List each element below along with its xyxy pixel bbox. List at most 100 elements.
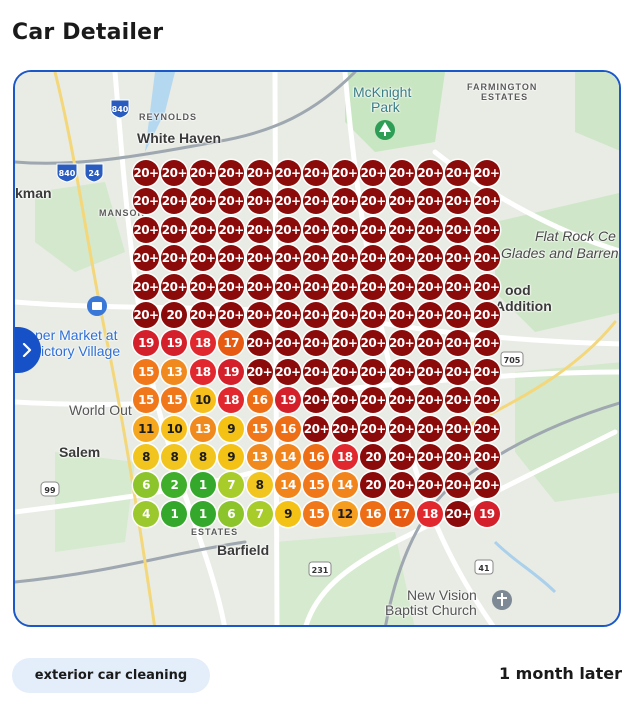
rank-pin[interactable]: 15 [246, 415, 273, 442]
rank-pin[interactable]: 20+ [417, 245, 443, 272]
rank-pin[interactable]: 20+ [417, 472, 443, 499]
rank-pin[interactable]: 20+ [417, 273, 443, 300]
rank-pin[interactable]: 20+ [246, 160, 273, 186]
rank-pin[interactable]: 20+ [473, 444, 500, 470]
rank-pin[interactable]: 6 [133, 472, 159, 499]
rank-pin[interactable]: 6 [218, 500, 245, 527]
rank-pin[interactable]: 14 [275, 444, 301, 470]
rank-pin[interactable]: 8 [246, 472, 273, 499]
rank-pin[interactable]: 20 [360, 472, 387, 499]
rank-pin[interactable]: 19 [161, 330, 188, 357]
rank-pin[interactable]: 10 [189, 387, 216, 414]
rank-pin[interactable]: 20+ [388, 472, 415, 499]
rank-pin[interactable]: 2 [161, 472, 188, 499]
rank-pin[interactable]: 20+ [473, 216, 500, 243]
rank-pin[interactable]: 20+ [275, 358, 301, 385]
rank-pin[interactable]: 13 [161, 358, 188, 385]
rank-pin[interactable]: 16 [275, 415, 301, 442]
rank-pin[interactable]: 20+ [303, 302, 330, 328]
rank-pin[interactable]: 20+ [331, 358, 358, 385]
rank-pin[interactable]: 20+ [246, 330, 273, 357]
rank-pin[interactable]: 20+ [303, 245, 330, 272]
rank-pin[interactable]: 9 [275, 500, 301, 527]
rank-pin[interactable]: 20+ [388, 387, 415, 414]
rank-pin[interactable]: 20+ [388, 245, 415, 272]
rank-pin[interactable]: 20+ [445, 273, 472, 300]
rank-pin[interactable]: 20+ [189, 245, 216, 272]
service-chip[interactable]: exterior car cleaning [12, 658, 210, 693]
rank-pin[interactable]: 13 [246, 444, 273, 470]
rank-pin[interactable]: 20 [360, 444, 387, 470]
rank-pin[interactable]: 19 [218, 358, 245, 385]
rank-pin[interactable]: 20+ [417, 302, 443, 328]
rank-pin[interactable]: 20+ [303, 330, 330, 357]
rank-pin[interactable]: 20+ [161, 160, 188, 186]
rank-pin[interactable]: 7 [218, 472, 245, 499]
rank-pin[interactable]: 20+ [275, 273, 301, 300]
rank-pin[interactable]: 15 [303, 472, 330, 499]
rank-pin[interactable]: 20+ [246, 245, 273, 272]
rank-pin[interactable]: 18 [218, 387, 245, 414]
rank-pin[interactable]: 14 [275, 472, 301, 499]
rank-pin[interactable]: 20+ [218, 245, 244, 272]
rank-pin[interactable]: 20+ [473, 160, 500, 186]
rank-pin[interactable]: 20+ [445, 330, 472, 357]
rank-pin[interactable]: 20+ [218, 302, 244, 328]
rank-pin[interactable]: 19 [275, 387, 301, 414]
rank-pin[interactable]: 20+ [388, 302, 415, 328]
rank-pin[interactable]: 16 [246, 387, 273, 414]
rank-pin[interactable]: 20+ [360, 358, 386, 385]
rank-pin[interactable]: 20+ [331, 245, 358, 272]
rank-pin[interactable]: 20+ [473, 387, 500, 414]
rank-pin[interactable]: 20+ [417, 330, 443, 357]
rank-pin[interactable]: 20+ [445, 245, 472, 272]
rank-pin[interactable]: 14 [331, 472, 358, 499]
rank-pin[interactable]: 20+ [417, 358, 443, 385]
rank-pin[interactable]: 15 [133, 387, 159, 414]
rank-pin[interactable]: 20+ [246, 216, 273, 243]
rank-pin[interactable]: 20+ [218, 216, 244, 243]
rank-pin[interactable]: 20+ [473, 188, 500, 215]
rank-pin[interactable]: 20+ [331, 330, 358, 357]
rank-pin[interactable]: 17 [218, 330, 245, 357]
rank-pin[interactable]: 20+ [133, 273, 159, 300]
rank-pin[interactable]: 20+ [189, 216, 216, 243]
rank-pin[interactable]: 16 [360, 500, 387, 527]
rank-pin[interactable]: 19 [133, 330, 159, 357]
rank-pin[interactable]: 18 [189, 330, 216, 357]
rank-pin[interactable]: 20+ [331, 188, 358, 215]
rank-pin[interactable]: 20+ [246, 302, 273, 328]
rank-pin[interactable]: 20+ [275, 188, 301, 215]
rank-pin[interactable]: 20+ [473, 472, 500, 499]
rank-pin[interactable]: 20+ [331, 216, 358, 243]
rank-pin[interactable]: 20+ [133, 245, 159, 272]
rank-pin[interactable]: 20+ [218, 188, 244, 215]
rank-pin[interactable]: 20+ [161, 216, 188, 243]
rank-pin[interactable]: 20+ [388, 273, 415, 300]
rank-pin[interactable]: 20+ [246, 188, 273, 215]
rank-pin[interactable]: 20+ [275, 216, 301, 243]
rank-pin[interactable]: 20+ [473, 358, 500, 385]
rank-pin[interactable]: 20+ [388, 216, 415, 243]
rank-pin[interactable]: 20+ [417, 216, 443, 243]
rank-pin[interactable]: 20+ [218, 160, 244, 186]
rank-pin[interactable]: 20+ [360, 415, 386, 442]
rank-pin[interactable]: 20+ [331, 387, 358, 414]
rank-pin[interactable]: 20+ [303, 387, 330, 414]
rank-pin[interactable]: 7 [246, 500, 273, 527]
rank-pin[interactable]: 1 [189, 500, 216, 527]
rank-pin[interactable]: 8 [133, 444, 159, 470]
rank-pin[interactable]: 18 [331, 444, 358, 470]
rank-pin[interactable]: 20+ [331, 160, 358, 186]
rank-pin[interactable]: 15 [161, 387, 188, 414]
rank-pin[interactable]: 20+ [303, 415, 330, 442]
rank-pin[interactable]: 20+ [360, 387, 386, 414]
rank-pin[interactable]: 20+ [417, 415, 443, 442]
rank-pin[interactable]: 20+ [473, 302, 500, 328]
rank-pin[interactable]: 19 [473, 500, 500, 527]
rank-pin[interactable]: 20+ [133, 188, 159, 215]
rank-pin[interactable]: 20+ [445, 444, 472, 470]
rank-pin[interactable]: 20+ [388, 160, 415, 186]
rank-pin[interactable]: 20+ [161, 273, 188, 300]
rank-pin[interactable]: 20+ [445, 302, 472, 328]
